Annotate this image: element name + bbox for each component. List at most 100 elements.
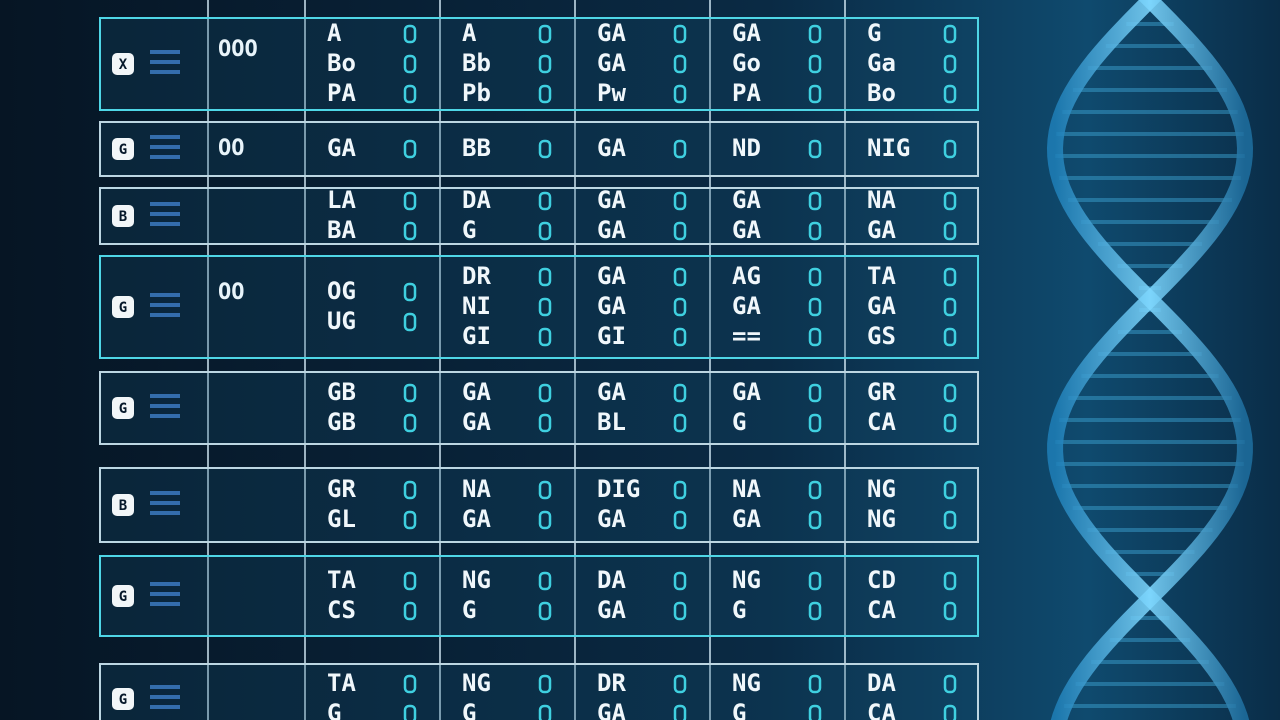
- row-code: [150, 404, 180, 408]
- cell-marker: [808, 704, 822, 720]
- cell-code: GI: [597, 322, 626, 350]
- cell-code: GA: [597, 378, 626, 406]
- cell-code: DA: [462, 186, 491, 214]
- cell-marker: [538, 674, 552, 694]
- cell-code: GA: [732, 186, 761, 214]
- cell-marker: [943, 84, 957, 104]
- cell-code: NG: [867, 475, 896, 503]
- cell-marker: [943, 54, 957, 74]
- cell-code: A: [462, 19, 477, 47]
- cell-code: GA: [597, 19, 626, 47]
- row-code: [150, 695, 180, 699]
- cell-marker: [808, 383, 822, 403]
- cell-code: NA: [732, 475, 761, 503]
- row-icon: [112, 585, 134, 607]
- row-code: [150, 313, 180, 317]
- row-code: [150, 414, 180, 418]
- cell-code: G: [732, 699, 746, 720]
- row-frame: [99, 555, 979, 637]
- cell-marker: [403, 383, 417, 403]
- cell-code: G: [867, 19, 881, 47]
- row-code: [150, 303, 180, 307]
- cell-code: GA: [867, 216, 896, 244]
- cell-marker: [943, 383, 957, 403]
- cell-code: GA: [597, 49, 626, 77]
- row-icon: [112, 53, 134, 75]
- row-icon-label: G: [119, 142, 127, 158]
- cell-marker: [943, 327, 957, 347]
- cell-code: GA: [597, 186, 626, 214]
- cell-code: NG: [867, 505, 896, 533]
- cell-marker: [673, 297, 687, 317]
- cell-code: GA: [597, 262, 626, 290]
- cell-code: DR: [462, 262, 491, 290]
- cell-marker: [808, 297, 822, 317]
- cell-marker: [808, 54, 822, 74]
- cell-marker: [403, 480, 417, 500]
- cell-code: Bo: [327, 49, 356, 77]
- cell-code: NIG: [867, 134, 910, 162]
- helix-strand: [1047, 0, 1254, 720]
- cell-marker: [808, 24, 822, 44]
- cell-marker: [403, 221, 417, 241]
- row-icon: [112, 688, 134, 710]
- row-code: [150, 70, 180, 74]
- cell-marker: [808, 480, 822, 500]
- cell-marker: [403, 24, 417, 44]
- cell-marker: [808, 221, 822, 241]
- cell-code: GR: [867, 378, 896, 406]
- cell-marker: [538, 383, 552, 403]
- cell-code: GB: [327, 408, 356, 436]
- row-icon-label: G: [119, 300, 127, 316]
- cell-code: GA: [597, 699, 626, 720]
- row-icon-label: B: [119, 498, 127, 514]
- cell-code: GA: [732, 19, 761, 47]
- cell-marker: [808, 674, 822, 694]
- cell-marker: [403, 704, 417, 720]
- cell-code: GS: [867, 322, 896, 350]
- row-code: [150, 60, 180, 64]
- cell-marker: [673, 54, 687, 74]
- cell-code: BA: [327, 216, 356, 244]
- cell-marker: [943, 510, 957, 530]
- cell-marker: [943, 24, 957, 44]
- cell-code: GA: [597, 292, 626, 320]
- row-code: [150, 685, 180, 689]
- cell-code: NG: [732, 669, 761, 697]
- row-code: [150, 293, 180, 297]
- row-code: [150, 50, 180, 54]
- cell-marker: [673, 601, 687, 621]
- cell-marker: [403, 282, 417, 302]
- cell-marker: [943, 704, 957, 720]
- cell-marker: [673, 571, 687, 591]
- cell-code: AG: [732, 262, 761, 290]
- cell-code: TA: [327, 566, 356, 594]
- cell-code: NG: [462, 669, 491, 697]
- cell-marker: [403, 674, 417, 694]
- cell-marker: [538, 480, 552, 500]
- cell-code: CS: [327, 596, 356, 624]
- cell-code: GI: [462, 322, 491, 350]
- row-code: [150, 155, 180, 159]
- cell-marker: [403, 139, 417, 159]
- row-icon: [112, 397, 134, 419]
- cell-marker: [538, 54, 552, 74]
- cell-code: ND: [732, 134, 761, 162]
- cell-code: DA: [597, 566, 626, 594]
- cell-code: BL: [597, 408, 626, 436]
- cell-marker: [673, 480, 687, 500]
- cell-marker: [808, 571, 822, 591]
- cell-marker: [673, 383, 687, 403]
- cell-code: GA: [732, 292, 761, 320]
- cell-marker: [403, 312, 417, 332]
- cell-marker: [538, 191, 552, 211]
- row-code: [150, 202, 180, 206]
- cell-code: DA: [867, 669, 896, 697]
- cell-code: GA: [597, 216, 626, 244]
- cell-code: GA: [732, 216, 761, 244]
- cell-code: GA: [867, 292, 896, 320]
- cell-code: GA: [327, 134, 356, 162]
- cell-marker: [943, 267, 957, 287]
